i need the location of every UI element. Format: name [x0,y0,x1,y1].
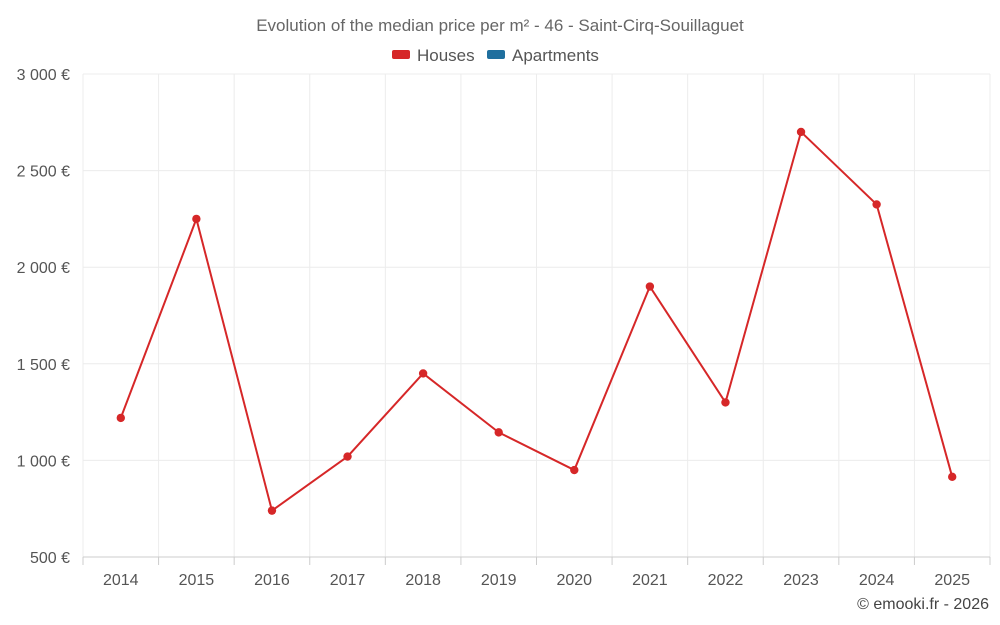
data-point-houses[interactable] [418,369,428,378]
data-point-houses[interactable] [343,452,352,461]
data-point-houses[interactable] [796,127,806,137]
x-tick-label: 2021 [632,572,668,589]
series-layer [116,127,957,515]
data-point-houses[interactable] [645,282,655,291]
legend-label-apartments: Apartments [512,46,599,65]
credit-text: © emooki.fr - 2026 [857,596,989,613]
y-tick-label: 1 500 € [17,357,70,374]
x-tick-label: 2017 [330,572,366,589]
data-point-houses[interactable] [116,413,125,423]
x-tick-label: 2016 [254,572,290,589]
x-tick-label: 2024 [859,572,895,589]
legend-item-houses[interactable]: Houses [392,46,475,65]
chart-title: Evolution of the median price per m² - 4… [256,16,744,35]
y-tick-label: 500 € [30,550,70,567]
y-tick-label: 2 500 € [17,164,70,181]
data-point-houses[interactable] [494,428,503,437]
legend: Houses Apartments [392,46,599,65]
y-axis: 500 € 1 000 € 1 500 € 2 000 € 2 500 € 3 000 € [17,67,70,567]
x-tick-label: 2014 [103,572,139,589]
x-tick-label: 2025 [934,572,970,589]
grid [82,73,991,557]
legend-swatch-houses [392,50,410,59]
y-tick-label: 3 000 € [17,67,70,84]
x-tick-label: 2022 [708,572,744,589]
data-point-houses[interactable] [570,465,579,475]
data-point-houses[interactable] [721,398,730,407]
legend-swatch-apartments [487,50,505,59]
x-tick-label: 2023 [783,572,819,589]
x-tick-label: 2018 [405,572,441,589]
y-tick-label: 1 000 € [17,453,70,470]
x-tick-label: 2020 [556,572,592,589]
data-point-houses[interactable] [872,200,881,209]
data-point-houses[interactable] [267,506,277,515]
x-tick-label: 2019 [481,572,517,589]
x-tick-label: 2015 [179,572,215,589]
data-point-houses[interactable] [192,214,201,224]
data-point-houses[interactable] [948,472,957,482]
legend-item-apartments[interactable]: Apartments [487,46,599,65]
legend-label-houses: Houses [417,46,475,65]
series-line-houses [119,130,954,512]
y-tick-label: 2 000 € [17,260,70,277]
x-axis: 2014 2015 2016 2017 2018 2019 2020 2021 2022 2023… [82,556,991,589]
